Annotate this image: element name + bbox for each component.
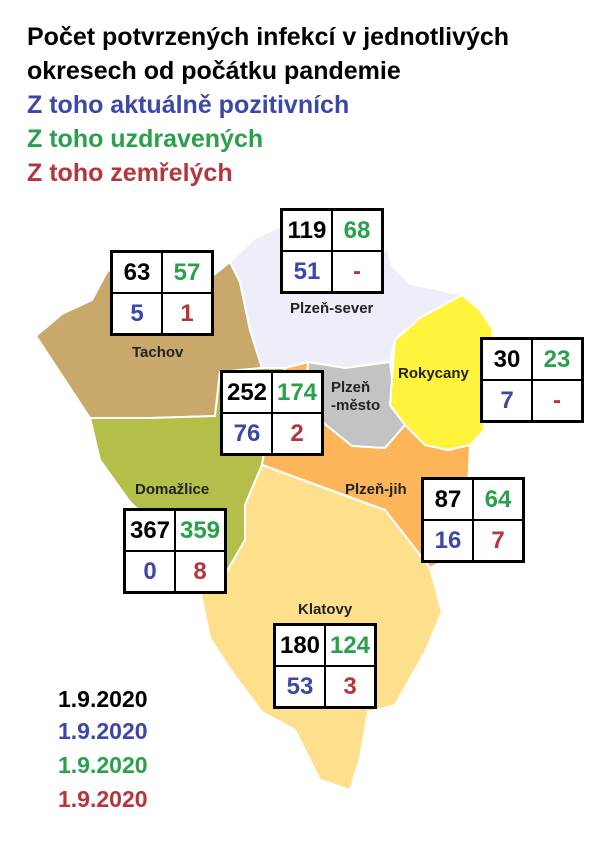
active-count: 53: [275, 666, 325, 707]
deaths-count: 7: [473, 520, 523, 561]
recovered-count: 64: [473, 479, 523, 520]
title-confirmed-line1: Počet potvrzených infekcí v jednotlivých: [27, 23, 510, 51]
title-confirmed-line2: okresech od počátku pandemie: [27, 57, 401, 85]
label-plzen-sever: Plzeň-sever: [290, 300, 374, 317]
confirmed-count: 63: [112, 252, 162, 293]
active-count: 51: [282, 251, 332, 292]
title-active: Z toho aktuálně pozitivních: [27, 91, 350, 119]
label-domazlice: Domažlice: [135, 481, 209, 498]
label-klatovy: Klatovy: [298, 601, 353, 618]
confirmed-count: 180: [275, 625, 325, 666]
recovered-count: 124: [325, 625, 375, 666]
deaths-count: 3: [325, 666, 375, 707]
deaths-count: -: [332, 251, 382, 292]
recovered-count: 23: [532, 339, 582, 380]
recovered-count: 57: [162, 252, 212, 293]
confirmed-count: 87: [423, 479, 473, 520]
confirmed-count: 367: [125, 510, 175, 551]
stat-box-plzen-mesto: 252 174 76 2: [220, 370, 324, 456]
recovered-count: 359: [175, 510, 225, 551]
stat-box-rokycany: 30 23 7 -: [480, 337, 584, 423]
confirmed-count: 119: [282, 210, 332, 251]
stat-box-domazlice: 367 359 0 8: [123, 508, 227, 594]
date-deaths: 1.9.2020: [58, 786, 148, 812]
date-confirmed: 1.9.2020: [58, 686, 148, 712]
deaths-count: 1: [162, 293, 212, 334]
label-plzen-mesto: Plzeň -město: [331, 379, 380, 414]
recovered-count: 174: [272, 372, 322, 413]
active-count: 5: [112, 293, 162, 334]
stat-box-klatovy: 180 124 53 3: [273, 623, 377, 709]
deaths-count: 8: [175, 551, 225, 592]
label-tachov: Tachov: [132, 344, 184, 361]
confirmed-count: 30: [482, 339, 532, 380]
label-rokycany: Rokycany: [398, 365, 470, 382]
stat-box-tachov: 63 57 5 1: [110, 250, 214, 336]
date-active: 1.9.2020: [58, 718, 148, 744]
deaths-count: 2: [272, 413, 322, 454]
deaths-count: -: [532, 380, 582, 421]
date-recovered: 1.9.2020: [58, 752, 148, 778]
stat-box-plzen-sever: 119 68 51 -: [280, 208, 384, 294]
active-count: 16: [423, 520, 473, 561]
active-count: 76: [222, 413, 272, 454]
recovered-count: 68: [332, 210, 382, 251]
title-deaths: Z toho zemřelých: [27, 159, 233, 187]
active-count: 0: [125, 551, 175, 592]
title-recovered: Z toho uzdravených: [27, 125, 264, 153]
active-count: 7: [482, 380, 532, 421]
confirmed-count: 252: [222, 372, 272, 413]
stat-box-plzen-jih: 87 64 16 7: [421, 477, 525, 563]
label-plzen-jih: Plzeň-jih: [345, 481, 407, 498]
